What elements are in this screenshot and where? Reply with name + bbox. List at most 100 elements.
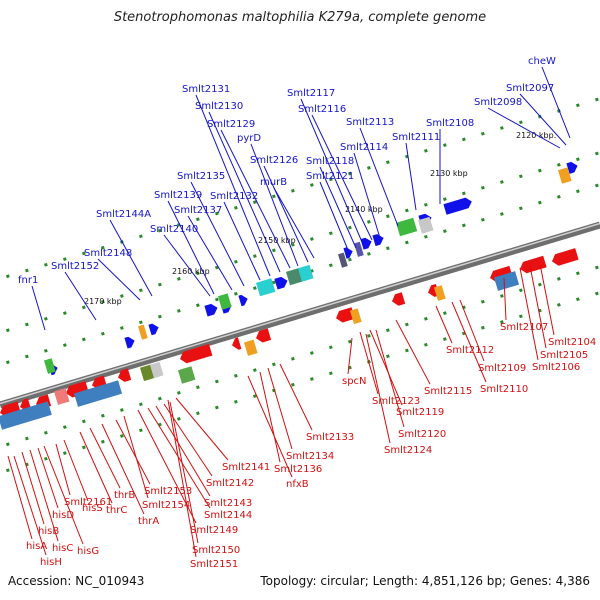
top-gene-label: Smlt2132 bbox=[210, 191, 258, 202]
top-gene-label: Smlt2126 bbox=[250, 155, 298, 166]
tick-mark bbox=[329, 345, 333, 350]
tick-mark bbox=[6, 328, 10, 333]
top-label-leader bbox=[405, 142, 417, 211]
top-gene-label: Smlt2114 bbox=[340, 142, 388, 153]
bottom-label-leader bbox=[29, 449, 59, 542]
top-label-leader bbox=[163, 234, 211, 297]
bottom-gene-label: Smlt2119 bbox=[396, 407, 444, 418]
tick-mark bbox=[214, 379, 219, 384]
top-gene-label: Smlt2117 bbox=[287, 88, 335, 99]
tick-mark bbox=[6, 360, 10, 365]
bottom-gene-label: hisD bbox=[52, 510, 74, 521]
feature-box bbox=[43, 358, 56, 374]
tick-mark bbox=[309, 183, 314, 187]
tick-mark bbox=[63, 425, 67, 429]
feature-box bbox=[417, 216, 434, 234]
tick-mark bbox=[367, 334, 371, 338]
tick-mark bbox=[272, 362, 276, 367]
bottom-gene-label: Smlt2153 bbox=[144, 486, 192, 497]
tick-mark bbox=[423, 342, 428, 347]
feature-box bbox=[557, 167, 572, 184]
bottom-label-leader bbox=[459, 299, 485, 362]
tick-mark bbox=[62, 343, 67, 347]
tick-mark bbox=[139, 402, 143, 407]
forward-gene-arrow bbox=[343, 247, 353, 259]
tick-mark bbox=[595, 151, 599, 156]
tick-mark bbox=[329, 177, 333, 182]
tick-mark bbox=[329, 231, 333, 236]
tick-mark bbox=[500, 294, 504, 298]
tick-mark bbox=[462, 223, 466, 228]
bottom-gene-label: Smlt2136 bbox=[274, 464, 322, 475]
bottom-gene-label: Smlt2144 bbox=[204, 510, 252, 521]
bottom-gene-label: thrB bbox=[114, 490, 135, 501]
tick-mark bbox=[443, 311, 447, 315]
bottom-gene-label: Smlt2107 bbox=[500, 322, 548, 333]
tick-mark bbox=[5, 442, 10, 447]
bottom-gene-label: Smlt2106 bbox=[532, 362, 580, 373]
tick-mark bbox=[557, 195, 561, 199]
tick-mark bbox=[348, 257, 352, 262]
tick-mark bbox=[576, 297, 580, 302]
bottom-gene-label: Smlt2143 bbox=[204, 498, 252, 509]
tick-mark bbox=[576, 189, 580, 194]
feature-box bbox=[137, 324, 148, 340]
tick-mark bbox=[215, 211, 219, 216]
bottom-label-leader bbox=[247, 375, 293, 478]
kbp-scale-label: 2160 kbp bbox=[172, 267, 210, 276]
feature-box bbox=[73, 380, 123, 407]
bottom-label-leader bbox=[37, 447, 59, 509]
bottom-gene-label: Smlt2141 bbox=[222, 462, 270, 473]
tick-mark bbox=[538, 200, 542, 205]
tick-mark bbox=[309, 351, 314, 355]
tick-mark bbox=[386, 328, 390, 333]
top-label-leader bbox=[319, 181, 349, 251]
top-gene-label: Smlt2121 bbox=[306, 171, 354, 182]
top-gene-label: murB bbox=[260, 177, 287, 188]
tick-mark bbox=[119, 294, 124, 298]
tick-mark bbox=[82, 445, 86, 450]
top-label-leader bbox=[263, 165, 309, 263]
tick-mark bbox=[386, 354, 390, 359]
forward-gene-arrow bbox=[204, 303, 218, 317]
kbp-scale-label: 2150 kbp bbox=[258, 236, 296, 245]
bottom-label-leader bbox=[503, 277, 507, 321]
forward-gene-arrow bbox=[372, 234, 384, 247]
tick-mark bbox=[405, 208, 409, 213]
bottom-gene-label: Smlt2142 bbox=[206, 478, 254, 489]
forward-gene-arrow bbox=[238, 294, 248, 307]
tick-mark bbox=[481, 185, 485, 190]
bottom-gene-label: Smlt2104 bbox=[548, 337, 596, 348]
bottom-gene-label: Smlt2115 bbox=[424, 386, 472, 397]
feature-box bbox=[177, 366, 196, 384]
tick-mark bbox=[519, 314, 523, 319]
top-gene-label: Smlt2118 bbox=[306, 156, 354, 167]
tick-mark bbox=[519, 120, 523, 125]
top-gene-label: cheW bbox=[528, 56, 556, 67]
top-label-leader bbox=[353, 152, 381, 239]
bottom-label-leader bbox=[167, 399, 197, 558]
top-label-leader bbox=[220, 129, 291, 269]
top-label-leader bbox=[31, 285, 46, 331]
bottom-label-leader bbox=[359, 331, 379, 395]
bottom-gene-label: hisH bbox=[40, 557, 62, 568]
bottom-gene-label: Smlt2105 bbox=[540, 350, 588, 361]
tick-mark bbox=[595, 265, 599, 270]
bottom-gene-label: Smlt2149 bbox=[190, 525, 238, 536]
tick-mark bbox=[348, 171, 352, 176]
tick-mark bbox=[576, 103, 580, 108]
tick-mark bbox=[176, 417, 181, 421]
top-label-leader bbox=[487, 107, 561, 149]
tick-mark bbox=[24, 268, 29, 273]
bottom-label-leader bbox=[155, 405, 211, 497]
tick-mark bbox=[481, 299, 485, 304]
top-gene-label: Smlt2144A bbox=[96, 209, 151, 220]
bottom-label-leader bbox=[279, 363, 313, 431]
bottom-label-leader bbox=[79, 431, 113, 504]
tick-mark bbox=[196, 411, 200, 416]
bottom-gene-label: spcN bbox=[342, 376, 367, 387]
tick-mark bbox=[139, 288, 143, 293]
feature-box bbox=[493, 271, 520, 291]
top-label-leader bbox=[64, 271, 97, 321]
tick-mark bbox=[386, 246, 390, 251]
